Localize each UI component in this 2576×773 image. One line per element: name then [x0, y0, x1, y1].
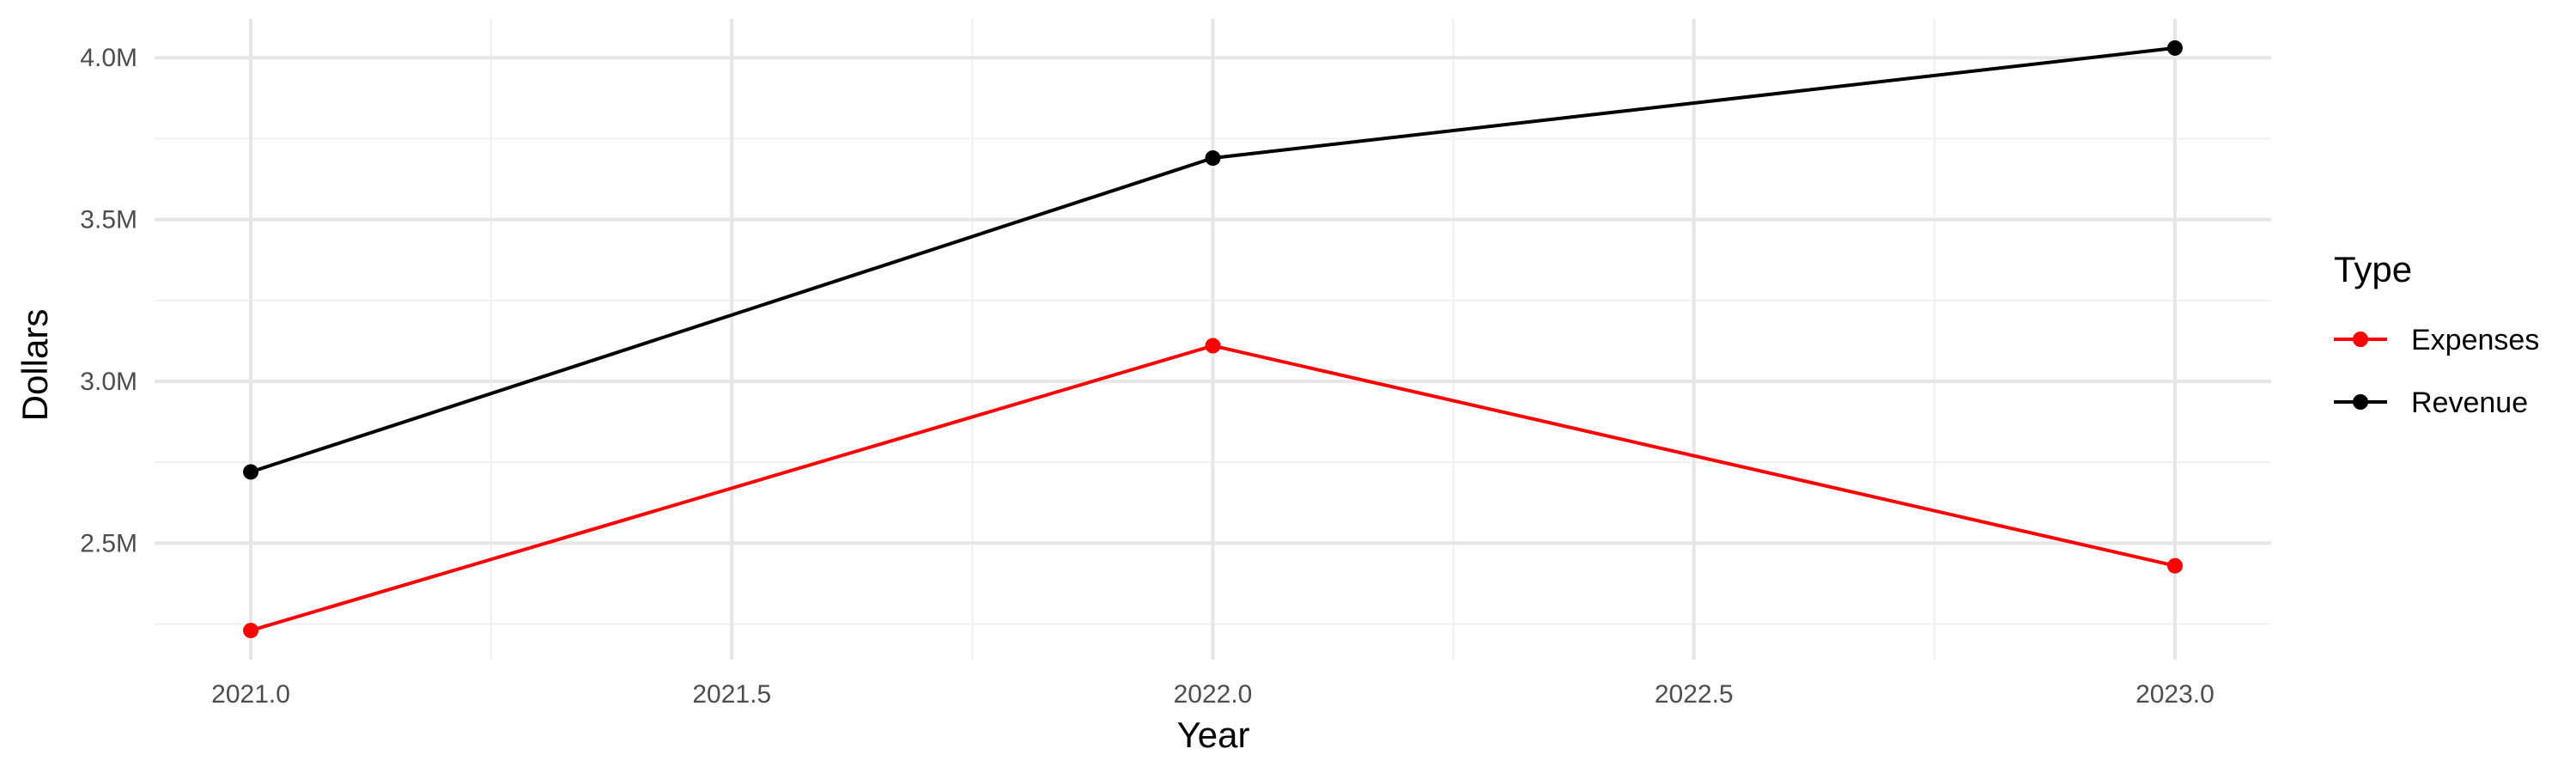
legend-label-expenses: Expenses	[2411, 324, 2539, 356]
data-point-revenue	[2166, 40, 2183, 56]
y-axis-ticks: 2.5M 3.0M 3.5M 4.0M	[80, 44, 137, 557]
x-tick-label: 2021.0	[211, 680, 290, 709]
y-axis-title: Dollars	[15, 309, 55, 422]
y-tick-label: 3.0M	[80, 368, 137, 396]
legend-key-point-revenue	[2353, 394, 2368, 410]
gridlines	[155, 19, 2271, 660]
y-tick-label: 3.5M	[80, 206, 137, 234]
data-series	[243, 40, 2183, 639]
x-tick-label: 2022.0	[1174, 680, 1253, 709]
data-point-revenue	[243, 464, 259, 480]
data-point-expenses	[243, 623, 259, 639]
legend-label-revenue: Revenue	[2411, 386, 2528, 419]
legend-title: Type	[2334, 249, 2412, 289]
x-tick-label: 2023.0	[2136, 680, 2215, 709]
x-axis-title: Year	[1177, 715, 1250, 755]
y-tick-label: 4.0M	[80, 44, 137, 72]
data-point-expenses	[1205, 338, 1221, 354]
x-tick-label: 2021.5	[692, 680, 771, 709]
data-point-revenue	[1205, 150, 1221, 167]
x-axis-ticks: 2021.0 2021.5 2022.0 2022.5 2023.0	[211, 680, 2215, 709]
legend: Type Expenses Revenue	[2334, 249, 2539, 419]
legend-items: Expenses Revenue	[2334, 324, 2539, 419]
x-tick-label: 2022.5	[1655, 680, 1734, 709]
data-point-expenses	[2166, 557, 2183, 574]
y-tick-label: 2.5M	[80, 529, 137, 557]
legend-key-point-expenses	[2353, 332, 2368, 347]
